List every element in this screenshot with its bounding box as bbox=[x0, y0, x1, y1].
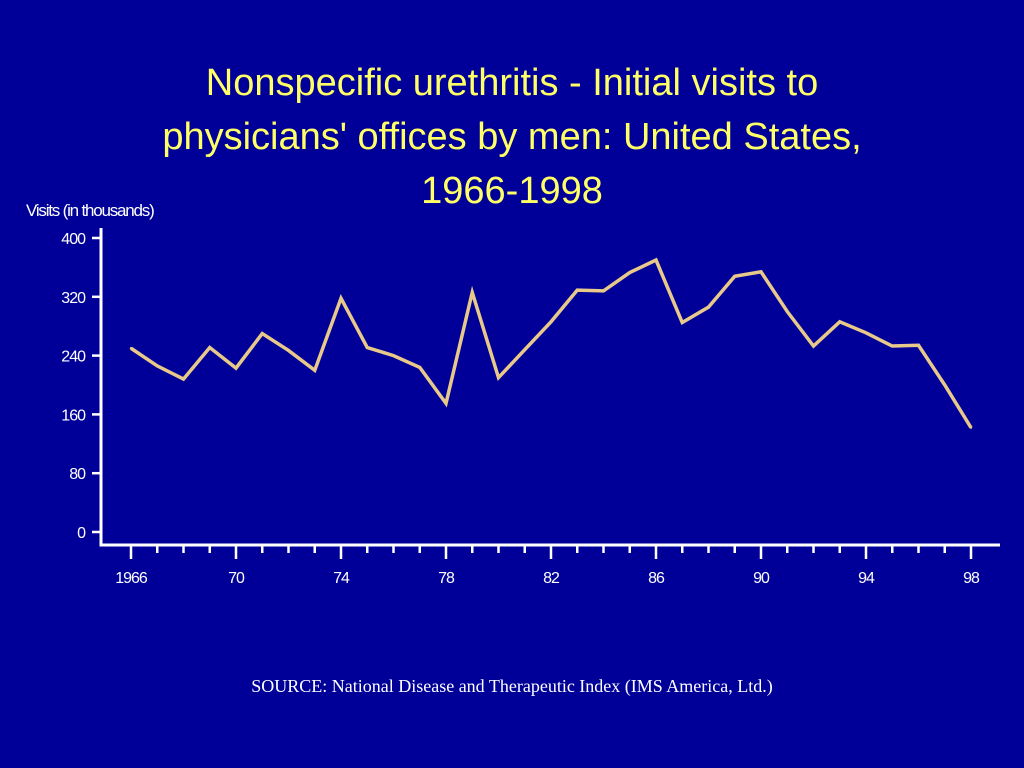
data-point bbox=[497, 376, 500, 379]
data-point bbox=[182, 377, 185, 381]
slide-title: Nonspecific urethritis - Initial visits … bbox=[40, 56, 984, 218]
x-tick-label: 90 bbox=[753, 570, 770, 587]
title-line-3: 1966-1998 bbox=[421, 170, 603, 212]
data-point bbox=[969, 426, 973, 429]
y-tick-label: 160 bbox=[61, 407, 86, 424]
data-point bbox=[759, 270, 763, 274]
series-group bbox=[129, 257, 973, 429]
data-point bbox=[628, 271, 631, 274]
data-point bbox=[943, 383, 946, 387]
data-point bbox=[576, 288, 579, 292]
y-ticks: 0 80 160 240 320 400 bbox=[61, 231, 101, 542]
y-tick-label: 80 bbox=[69, 466, 86, 483]
data-point bbox=[208, 346, 211, 349]
data-point bbox=[418, 366, 421, 369]
title-line-1: Nonspecific urethritis - Initial visits … bbox=[205, 62, 819, 104]
data-point bbox=[733, 275, 736, 278]
data-point bbox=[261, 332, 264, 335]
data-point bbox=[917, 344, 920, 347]
x-tick-label: 98 bbox=[963, 570, 980, 587]
data-point bbox=[654, 258, 658, 262]
data-point bbox=[891, 344, 894, 348]
data-point bbox=[339, 297, 343, 300]
data-point bbox=[838, 320, 841, 323]
axes bbox=[99, 228, 1000, 547]
x-ticks: 1966 70 74 78 82 86 90 94 98 bbox=[115, 545, 981, 587]
data-point bbox=[602, 289, 605, 293]
data-point bbox=[366, 346, 369, 349]
y-tick-label: 240 bbox=[61, 349, 86, 366]
y-tick-label: 0 bbox=[77, 525, 86, 542]
x-tick-label: 70 bbox=[228, 570, 245, 587]
data-point bbox=[812, 344, 815, 348]
data-point bbox=[707, 305, 710, 309]
x-tick-label: 86 bbox=[648, 570, 665, 587]
y-tick-label: 320 bbox=[61, 290, 86, 307]
y-axis-label: Visits (in thousands) bbox=[26, 201, 154, 220]
data-point bbox=[156, 364, 159, 368]
data-point bbox=[549, 320, 553, 323]
data-point bbox=[444, 402, 448, 405]
data-point bbox=[392, 354, 395, 357]
data-point bbox=[129, 347, 133, 350]
x-tick-label: 82 bbox=[543, 570, 560, 587]
source-note: SOURCE: National Disease and Therapeutic… bbox=[251, 676, 773, 696]
x-tick-label: 78 bbox=[438, 570, 455, 587]
x-tick-label: 1966 bbox=[115, 570, 148, 587]
data-point bbox=[313, 369, 316, 372]
x-tick-label: 94 bbox=[858, 570, 875, 587]
data-point bbox=[234, 366, 238, 370]
data-point bbox=[681, 321, 684, 324]
data-point bbox=[786, 310, 789, 313]
x-tick-label: 74 bbox=[333, 570, 350, 587]
data-point bbox=[864, 331, 868, 335]
data-point bbox=[471, 291, 474, 294]
y-tick-label: 400 bbox=[61, 231, 86, 248]
series-line bbox=[130, 257, 973, 429]
data-point bbox=[287, 349, 290, 352]
data-point bbox=[523, 348, 526, 351]
title-line-2: physicians' offices by men: United State… bbox=[162, 116, 862, 158]
